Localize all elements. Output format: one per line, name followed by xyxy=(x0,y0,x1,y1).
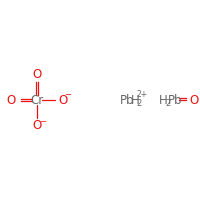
Text: 2: 2 xyxy=(165,99,170,108)
Text: O: O xyxy=(33,68,42,81)
Text: Cr: Cr xyxy=(31,94,44,106)
Text: H: H xyxy=(159,94,168,106)
Text: 2: 2 xyxy=(137,99,142,108)
Text: −: − xyxy=(39,118,46,127)
Text: Pb: Pb xyxy=(168,94,183,106)
Text: O: O xyxy=(58,94,68,106)
Text: O: O xyxy=(6,94,15,106)
Text: −: − xyxy=(64,91,71,100)
Text: O: O xyxy=(33,119,42,132)
Text: H: H xyxy=(131,94,140,106)
Text: Pb: Pb xyxy=(120,94,134,106)
Text: 2+: 2+ xyxy=(137,90,148,99)
Text: O: O xyxy=(190,94,199,106)
